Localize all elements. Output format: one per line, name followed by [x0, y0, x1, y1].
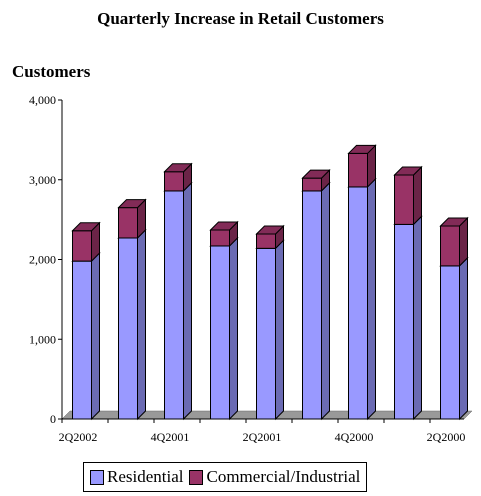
y-tick-label: 0	[50, 412, 56, 426]
legend-label-residential: Residential	[107, 467, 184, 486]
bar-commercial	[72, 230, 92, 262]
bar-commercial	[210, 229, 230, 247]
bar-top	[71, 222, 101, 232]
bar-residential	[394, 223, 414, 420]
bar-top	[163, 163, 193, 173]
x-tick-label: 4Q2000	[335, 430, 374, 444]
bar-residential	[118, 237, 138, 420]
bar-side	[137, 228, 146, 421]
bar-commercial	[164, 171, 184, 192]
legend-label-commercial: Commercial/Industrial	[206, 467, 361, 486]
bar-commercial	[256, 233, 276, 249]
legend-swatch-residential	[90, 469, 104, 485]
bar-side	[91, 251, 100, 421]
bar-commercial	[118, 207, 138, 239]
bar-side	[459, 256, 468, 421]
bar-residential	[72, 260, 92, 420]
y-tick-label: 4,000	[29, 93, 56, 107]
bar-side	[229, 236, 238, 421]
chart-title: Quarterly Increase in Retail Customers	[97, 9, 384, 28]
bar-top	[347, 144, 377, 154]
bar-residential	[348, 186, 368, 420]
bar-commercial	[440, 225, 460, 267]
bar-top	[255, 225, 285, 235]
bar-side	[367, 177, 376, 421]
bar-top	[439, 217, 469, 227]
y-axis-title: Customers	[12, 62, 91, 81]
bar-top	[209, 221, 239, 231]
y-tick-label: 3,000	[29, 173, 56, 187]
legend-item-residential: Residential	[90, 467, 183, 487]
bar-side	[275, 239, 284, 421]
legend: Residential Commercial/Industrial	[83, 462, 368, 492]
bar-commercial	[394, 174, 414, 225]
x-tick-label: 4Q2001	[151, 430, 190, 444]
bar-residential	[210, 245, 230, 420]
bar-side	[413, 215, 422, 421]
bar-side	[321, 181, 330, 421]
bar-top	[117, 199, 147, 209]
bar-residential	[164, 190, 184, 420]
y-tick-label: 1,000	[29, 332, 56, 346]
bar-side	[183, 181, 192, 421]
bar-commercial	[348, 152, 368, 188]
legend-item-commercial: Commercial/Industrial	[189, 467, 360, 487]
legend-swatch-commercial	[189, 469, 204, 485]
bar-commercial	[302, 177, 322, 192]
bar-residential	[256, 247, 276, 420]
bar-residential	[302, 190, 322, 420]
x-tick-label: 2Q2000	[427, 430, 466, 444]
bar-side	[413, 165, 422, 226]
y-tick-label: 2,000	[29, 253, 56, 267]
bar-residential	[440, 265, 460, 420]
x-tick-label: 2Q2002	[59, 430, 98, 444]
bar-top	[393, 166, 423, 176]
bar-top	[301, 169, 331, 179]
x-tick-label: 2Q2001	[243, 430, 282, 444]
